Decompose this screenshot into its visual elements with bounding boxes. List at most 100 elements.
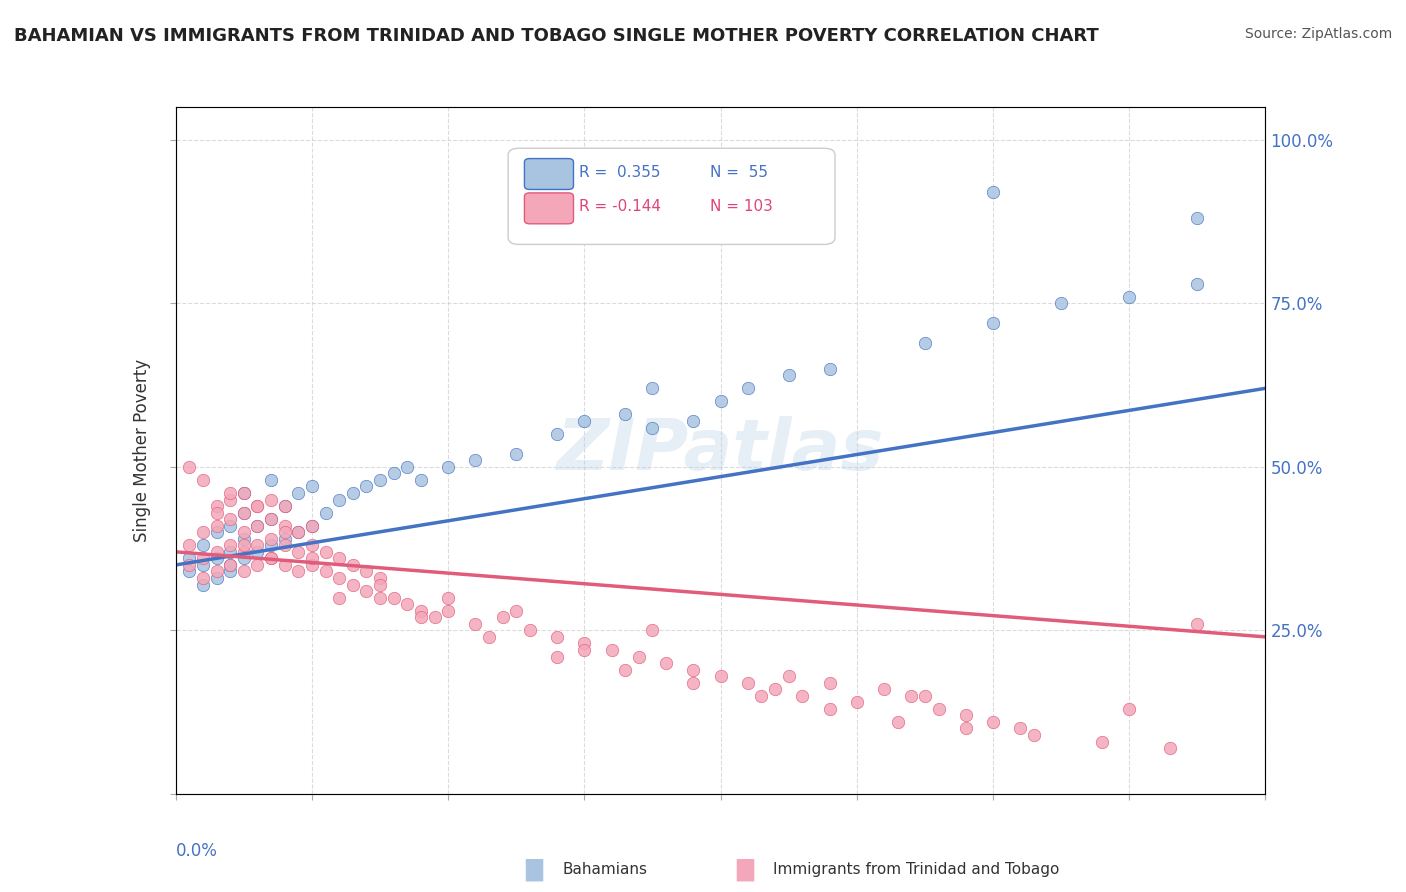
Point <box>1118 702 1140 716</box>
Point <box>886 714 908 729</box>
Point <box>274 532 297 546</box>
Point <box>287 525 309 540</box>
Point <box>763 682 786 697</box>
Point <box>464 453 486 467</box>
Point <box>191 525 214 540</box>
Point <box>437 604 460 618</box>
Point <box>246 538 269 552</box>
Point <box>519 624 541 638</box>
Point <box>955 708 977 723</box>
Point <box>274 525 297 540</box>
Text: N =  55: N = 55 <box>710 165 768 180</box>
Point <box>614 663 637 677</box>
Point <box>232 525 254 540</box>
Point <box>328 492 350 507</box>
Point <box>191 577 214 591</box>
Point <box>274 558 297 572</box>
Point <box>301 518 323 533</box>
Point <box>232 532 254 546</box>
Point <box>1022 728 1045 742</box>
Point <box>246 558 269 572</box>
Point <box>409 610 432 624</box>
Point <box>301 479 323 493</box>
Point <box>1187 616 1209 631</box>
Point <box>382 467 405 481</box>
Point <box>396 597 419 611</box>
Point <box>287 525 309 540</box>
Y-axis label: Single Mother Poverty: Single Mother Poverty <box>134 359 152 542</box>
Point <box>246 545 269 559</box>
Text: Immigrants from Trinidad and Tobago: Immigrants from Trinidad and Tobago <box>773 863 1060 877</box>
Point <box>505 447 527 461</box>
Point <box>315 545 337 559</box>
Text: R =  0.355: R = 0.355 <box>579 165 661 180</box>
Point <box>191 571 214 585</box>
Point <box>368 591 391 605</box>
Point <box>737 675 759 690</box>
Point <box>246 518 269 533</box>
Point <box>315 565 337 579</box>
Point <box>260 492 283 507</box>
Point <box>437 591 460 605</box>
Point <box>1010 722 1032 736</box>
Point <box>205 518 228 533</box>
Point <box>301 538 323 552</box>
Point <box>641 381 664 395</box>
Point <box>301 518 323 533</box>
Point <box>423 610 446 624</box>
Point <box>219 558 242 572</box>
Point <box>437 459 460 474</box>
Point <box>179 565 201 579</box>
Text: Bahamians: Bahamians <box>562 863 647 877</box>
Text: ZIPatlas: ZIPatlas <box>557 416 884 485</box>
Point <box>641 420 664 434</box>
Point <box>914 335 936 350</box>
Point <box>219 565 242 579</box>
Point <box>232 506 254 520</box>
Point <box>751 689 773 703</box>
Point <box>778 669 800 683</box>
FancyBboxPatch shape <box>524 159 574 189</box>
Point <box>191 538 214 552</box>
Point <box>301 558 323 572</box>
Point <box>928 702 950 716</box>
Point <box>301 551 323 566</box>
Point <box>246 499 269 513</box>
Point <box>627 649 650 664</box>
Point <box>260 512 283 526</box>
Point <box>328 551 350 566</box>
Point <box>655 656 678 670</box>
Text: █: █ <box>737 858 754 881</box>
Point <box>232 506 254 520</box>
Point <box>778 368 800 383</box>
Point <box>232 486 254 500</box>
Point <box>505 604 527 618</box>
Point <box>409 473 432 487</box>
Text: █: █ <box>526 858 543 881</box>
Point <box>710 669 733 683</box>
Point <box>356 479 378 493</box>
Point <box>396 459 419 474</box>
Point <box>356 565 378 579</box>
Point <box>546 649 568 664</box>
Point <box>600 643 623 657</box>
Point <box>682 414 704 428</box>
Point <box>382 591 405 605</box>
Point <box>1118 290 1140 304</box>
Point <box>232 545 254 559</box>
Point <box>1050 296 1073 310</box>
Point <box>1159 741 1181 756</box>
Point <box>682 663 704 677</box>
Point <box>478 630 501 644</box>
Point <box>873 682 896 697</box>
Point <box>682 675 704 690</box>
Point <box>205 525 228 540</box>
Point <box>955 722 977 736</box>
Point <box>205 565 228 579</box>
Point <box>464 616 486 631</box>
Point <box>574 414 596 428</box>
Text: Source: ZipAtlas.com: Source: ZipAtlas.com <box>1244 27 1392 41</box>
Point <box>205 571 228 585</box>
Point <box>710 394 733 409</box>
Point <box>1187 211 1209 226</box>
